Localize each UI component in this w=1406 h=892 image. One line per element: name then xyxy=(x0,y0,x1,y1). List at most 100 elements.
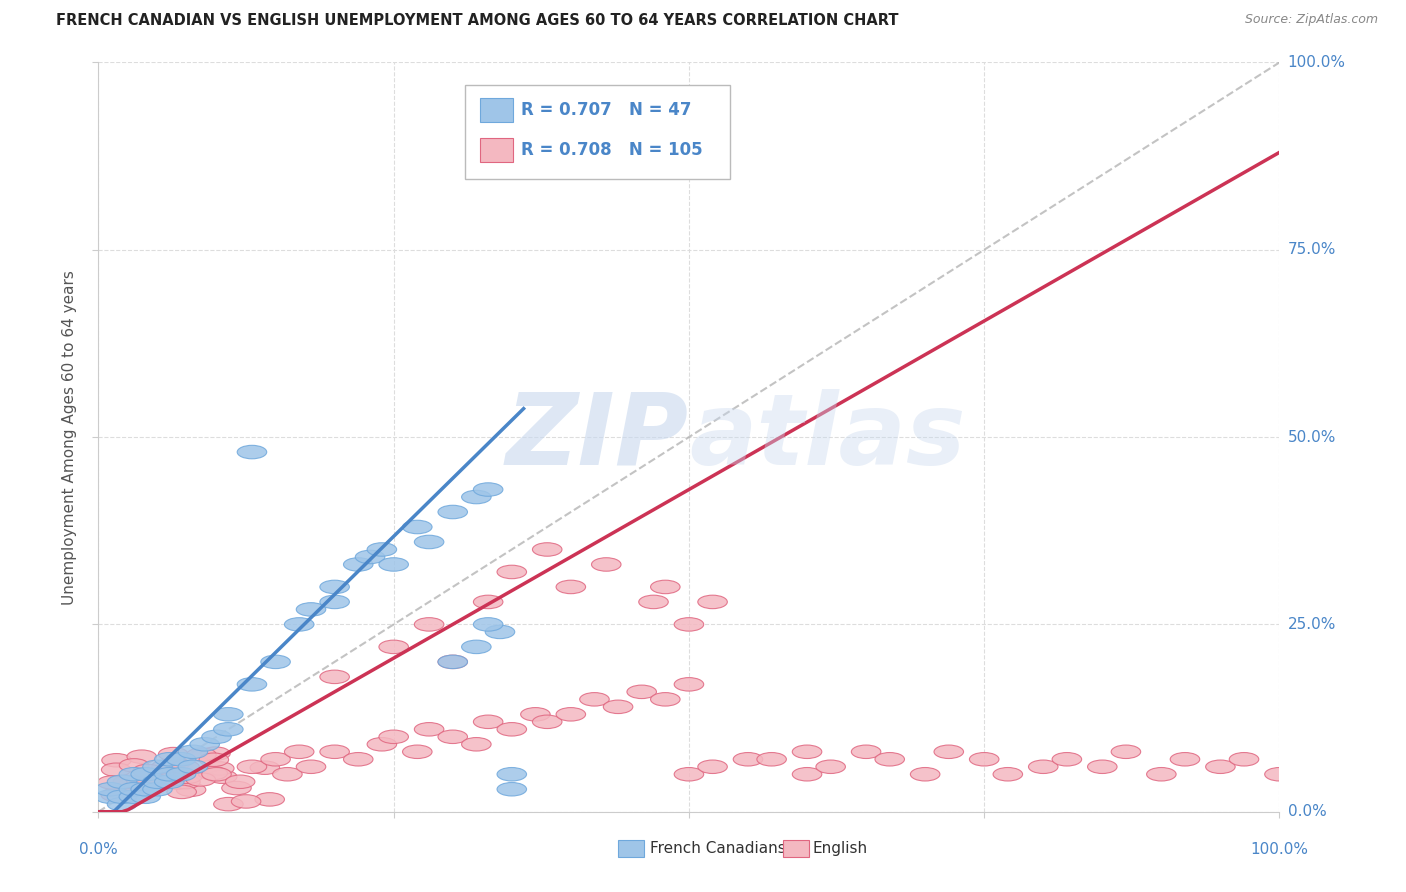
Text: English: English xyxy=(813,841,868,856)
Ellipse shape xyxy=(262,655,291,669)
Ellipse shape xyxy=(638,595,668,608)
FancyBboxPatch shape xyxy=(783,840,810,856)
Ellipse shape xyxy=(118,778,148,791)
Ellipse shape xyxy=(186,772,215,786)
Ellipse shape xyxy=(498,723,527,736)
Ellipse shape xyxy=(214,797,243,811)
Ellipse shape xyxy=(152,760,181,773)
Text: French Canadians: French Canadians xyxy=(650,841,786,856)
Ellipse shape xyxy=(557,580,586,594)
Ellipse shape xyxy=(131,790,160,804)
Text: ZIP: ZIP xyxy=(506,389,689,485)
Ellipse shape xyxy=(254,793,284,806)
Ellipse shape xyxy=(579,692,609,706)
Ellipse shape xyxy=(201,747,231,760)
Ellipse shape xyxy=(533,542,562,557)
Ellipse shape xyxy=(167,785,197,798)
Ellipse shape xyxy=(343,753,373,766)
Ellipse shape xyxy=(793,745,823,758)
Ellipse shape xyxy=(155,767,184,780)
Ellipse shape xyxy=(321,580,350,594)
Ellipse shape xyxy=(852,745,882,758)
Ellipse shape xyxy=(96,782,125,796)
Ellipse shape xyxy=(1088,760,1118,773)
Ellipse shape xyxy=(402,520,432,533)
Ellipse shape xyxy=(485,625,515,639)
Ellipse shape xyxy=(321,745,350,758)
Ellipse shape xyxy=(120,782,149,796)
Ellipse shape xyxy=(533,715,562,729)
Ellipse shape xyxy=(380,558,409,571)
Ellipse shape xyxy=(273,767,302,781)
Ellipse shape xyxy=(815,760,845,773)
Ellipse shape xyxy=(474,617,503,632)
Ellipse shape xyxy=(638,153,668,167)
Text: 0.0%: 0.0% xyxy=(79,842,118,857)
Ellipse shape xyxy=(284,745,314,758)
Ellipse shape xyxy=(1052,753,1081,766)
Ellipse shape xyxy=(262,753,291,766)
Ellipse shape xyxy=(200,753,229,766)
Ellipse shape xyxy=(461,491,491,504)
Ellipse shape xyxy=(297,603,326,616)
Ellipse shape xyxy=(557,707,586,721)
Ellipse shape xyxy=(627,685,657,698)
Ellipse shape xyxy=(367,738,396,751)
Ellipse shape xyxy=(202,730,232,744)
Ellipse shape xyxy=(520,707,550,721)
Ellipse shape xyxy=(1147,767,1177,781)
Text: R = 0.708   N = 105: R = 0.708 N = 105 xyxy=(522,141,703,159)
Ellipse shape xyxy=(179,760,208,773)
Ellipse shape xyxy=(415,535,444,549)
Ellipse shape xyxy=(651,692,681,706)
Ellipse shape xyxy=(101,763,131,777)
Ellipse shape xyxy=(498,782,527,796)
Text: 100.0%: 100.0% xyxy=(1250,842,1309,857)
Ellipse shape xyxy=(225,775,254,789)
Y-axis label: Unemployment Among Ages 60 to 64 years: Unemployment Among Ages 60 to 64 years xyxy=(62,269,77,605)
Ellipse shape xyxy=(155,753,184,766)
Ellipse shape xyxy=(143,775,173,789)
FancyBboxPatch shape xyxy=(479,138,513,162)
Ellipse shape xyxy=(143,760,173,773)
Ellipse shape xyxy=(162,776,191,789)
Ellipse shape xyxy=(1111,745,1140,758)
Text: 75.0%: 75.0% xyxy=(1288,243,1336,257)
Ellipse shape xyxy=(190,738,219,751)
Ellipse shape xyxy=(675,617,704,632)
Ellipse shape xyxy=(380,640,409,654)
Ellipse shape xyxy=(321,595,350,608)
Ellipse shape xyxy=(170,775,200,789)
Ellipse shape xyxy=(166,753,195,766)
Ellipse shape xyxy=(734,753,763,766)
Ellipse shape xyxy=(697,760,727,773)
Ellipse shape xyxy=(159,747,188,761)
Ellipse shape xyxy=(155,775,184,789)
Ellipse shape xyxy=(107,797,136,811)
Ellipse shape xyxy=(321,670,350,683)
Ellipse shape xyxy=(143,782,173,796)
Ellipse shape xyxy=(1206,760,1236,773)
Ellipse shape xyxy=(208,770,238,783)
Ellipse shape xyxy=(132,781,162,795)
FancyBboxPatch shape xyxy=(619,840,644,856)
Ellipse shape xyxy=(474,595,503,608)
Ellipse shape xyxy=(238,678,267,691)
Ellipse shape xyxy=(1229,753,1258,766)
Ellipse shape xyxy=(160,757,190,771)
Text: R = 0.707   N = 47: R = 0.707 N = 47 xyxy=(522,101,692,119)
Ellipse shape xyxy=(214,723,243,736)
Ellipse shape xyxy=(343,558,373,571)
Ellipse shape xyxy=(1029,760,1059,773)
Ellipse shape xyxy=(1265,767,1295,781)
Ellipse shape xyxy=(1170,753,1199,766)
Ellipse shape xyxy=(439,655,468,669)
Ellipse shape xyxy=(204,762,233,775)
Ellipse shape xyxy=(356,550,385,564)
Ellipse shape xyxy=(461,738,491,751)
Ellipse shape xyxy=(675,678,704,691)
Ellipse shape xyxy=(166,767,195,781)
Text: 50.0%: 50.0% xyxy=(1288,430,1336,444)
Ellipse shape xyxy=(155,767,184,781)
Ellipse shape xyxy=(911,767,941,781)
